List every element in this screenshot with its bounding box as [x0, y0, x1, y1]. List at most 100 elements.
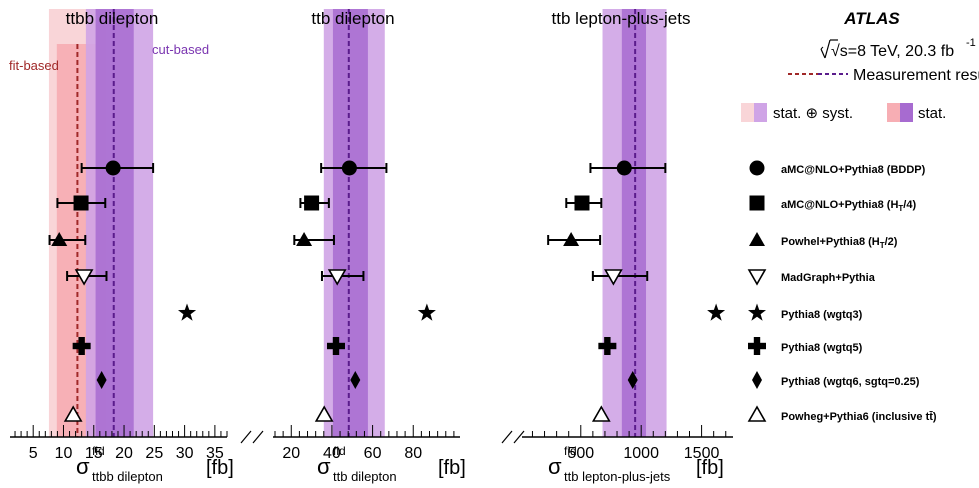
- legend-fit-stat-swatch: [887, 103, 900, 122]
- panel3-triangle-down-open-point: [604, 269, 623, 286]
- panel2-triangle-up-open-point: [314, 405, 334, 422]
- sub-ttb-lepton-plus-jets: ttb lepton-plus-jets: [564, 469, 671, 484]
- legend-diamond-marker-shape: [752, 371, 762, 389]
- panel2-cross-point-v: [332, 337, 340, 355]
- legend-square-marker: [749, 195, 765, 211]
- panel1-tick-label: 25: [145, 445, 163, 462]
- panel-title-ttbb-dilepton: ttbb dilepton: [66, 9, 159, 28]
- legend-diamond-label: Pythia8 (wgtq6, sgtq=0.25): [781, 376, 920, 388]
- panel3-square-point-shape: [574, 195, 590, 211]
- sub-ttb-dilepton: ttb dilepton: [333, 469, 397, 484]
- panel3-triangle-up-point-shape: [563, 232, 580, 246]
- panel3-triangle-up-open-point: [591, 405, 611, 422]
- legend-circle-label: aMC@NLO+Pythia8 (BDDP): [781, 164, 926, 176]
- panel1-tick-label: 35: [206, 445, 224, 462]
- measurement-bands: [48, 9, 667, 437]
- x-axes: 5 10 15 20 25 30 35 20 40 60 80 500 1000 1500: [10, 425, 733, 462]
- panel3-triangle-up-open-point-shape: [591, 405, 611, 422]
- energy-text: √s=8 TeV, 20.3 fb: [831, 43, 954, 60]
- panel2-triangle-down-open-point: [327, 269, 347, 286]
- panel1-square-point: [73, 195, 89, 211]
- panel2-star-point-shape: [417, 303, 436, 321]
- unit-fb: [fb]: [206, 457, 234, 479]
- legend-measurement-results: Measurement results: [853, 67, 979, 84]
- panel1-cross-point-v: [78, 337, 85, 355]
- legend-triangle-down-open-marker: [747, 269, 767, 286]
- sigma-symbol: σ: [548, 454, 562, 479]
- prediction-markers: [48, 160, 726, 422]
- panel1-triangle-up-point: [51, 232, 68, 246]
- fit-based-label: fit-based: [9, 58, 59, 73]
- legend-cross-label: Pythia8 (wgtq5): [781, 342, 863, 354]
- legend-circle-marker: [749, 160, 765, 176]
- panel3-circle-point-shape: [616, 160, 632, 176]
- panel1-circle-point: [105, 160, 121, 176]
- axis-break-1-2: [252, 430, 264, 444]
- energy-sup: -1: [966, 37, 976, 49]
- panel2-tick-label: 80: [404, 445, 422, 462]
- x-axis-label-ttb-lepton-plus-jets: σ fid ttb lepton-plus-jets [fb]: [548, 444, 724, 484]
- panel2-triangle-down-open-point-shape: [327, 269, 347, 286]
- panel1-tick-label: 10: [55, 445, 73, 462]
- panel1-square-point-shape: [73, 195, 89, 211]
- x-axis-label-ttb-dilepton: σ fid ttb dilepton [fb]: [317, 444, 466, 484]
- panel1-tick-label: 5: [29, 445, 38, 462]
- panel2-circle-point-shape: [341, 160, 357, 176]
- panel3-tick-label: 500: [567, 445, 594, 462]
- panel3-star-point: [707, 303, 726, 321]
- legend-entries: aMC@NLO+Pythia8 (BDDP) aMC@NLO+Pythia8 (H…: [747, 160, 937, 423]
- panel2-triangle-up-open-point-shape: [314, 405, 334, 422]
- legend-cut-stat-swatch: [900, 103, 913, 122]
- legend-square-marker-shape: [749, 195, 765, 211]
- axis-break-1-1: [240, 430, 252, 444]
- legend-triangle-down-open-label: MadGraph+Pythia: [781, 272, 876, 284]
- panel1-tick-label: 30: [176, 445, 194, 462]
- panel1-triangle-down-open-point: [74, 269, 94, 286]
- panel2-diamond-point: [350, 371, 361, 389]
- unit-fb: [fb]: [438, 457, 466, 479]
- legend-triangle-up-label: Powhel+Pythia8 (HT/2): [781, 236, 898, 250]
- panel3-diamond-point-shape: [627, 371, 638, 389]
- panel3-tick-label: 1000: [623, 445, 659, 462]
- panel1-diamond-point: [96, 371, 107, 389]
- sup-fid: fid: [333, 444, 346, 458]
- panel1-triangle-down-open-point-shape: [74, 269, 94, 286]
- legend-star-marker-shape: [748, 303, 766, 321]
- panel1-triangle-up-open-point-shape: [63, 405, 83, 422]
- panel2-square-point-shape: [304, 195, 320, 211]
- cut-based-label: cut-based: [152, 42, 209, 57]
- legend-stat-syst: stat. ⊕ syst.: [773, 105, 853, 122]
- x-axis-label-ttbb-dilepton: σ fid ttbb dilepton [fb]: [76, 444, 234, 484]
- panel2-tick-label: 40: [323, 445, 341, 462]
- panel2-diamond-point-shape: [350, 371, 361, 389]
- panel3-tick-label: 1500: [684, 445, 720, 462]
- legend-triangle-up-open-label: Powheg+Pythia6 (inclusive tt̄): [781, 411, 937, 423]
- sup-fid: fid: [92, 444, 105, 458]
- panel1-star-point-shape: [178, 303, 197, 321]
- panel1-cross-point: [72, 337, 91, 355]
- legend-cross-marker: [748, 337, 766, 355]
- legend-cut-total-swatch: [754, 103, 767, 122]
- sigma-symbol: σ: [317, 454, 331, 479]
- energy-lumi-label: √s=8 TeV, 20.3 fb -1: [820, 37, 976, 60]
- panel1-triangle-up-point-shape: [51, 232, 68, 246]
- legend-triangle-up-marker: [749, 232, 765, 246]
- unit-fb: [fb]: [696, 457, 724, 479]
- legend-square-label: aMC@NLO+Pythia8 (HT/4): [781, 199, 916, 213]
- legend-cross-marker-v: [753, 337, 761, 355]
- panel3-cross-point: [598, 337, 617, 355]
- panel2-star-point: [417, 303, 436, 321]
- panel2-square-point: [304, 195, 320, 211]
- panel3-square-point: [574, 195, 590, 211]
- panel3-circle-point: [616, 160, 632, 176]
- legend-stat: stat.: [918, 105, 946, 122]
- panel2-circle-point: [341, 160, 357, 176]
- panel2-cut-stat-band: [332, 9, 368, 437]
- panel-title-ttb-dilepton: ttb dilepton: [311, 9, 394, 28]
- legend-circle-marker-shape: [749, 160, 765, 176]
- panel1-diamond-point-shape: [96, 371, 107, 389]
- panel1-tick-label: 15: [85, 445, 103, 462]
- legend-diamond-marker: [752, 371, 762, 389]
- panel3-triangle-down-open-point-shape: [604, 269, 623, 286]
